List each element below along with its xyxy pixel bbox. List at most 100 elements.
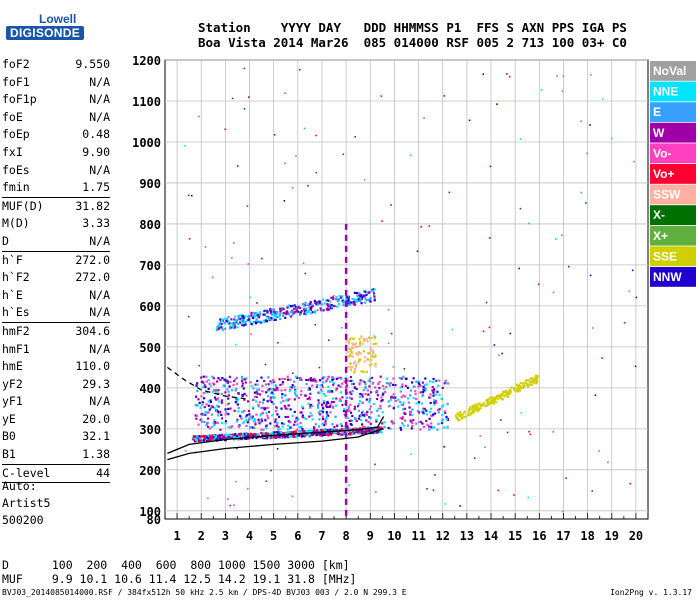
noise-point [207, 497, 209, 500]
echo-point [431, 389, 434, 392]
echo-point [196, 382, 199, 385]
echo-point [225, 378, 228, 381]
echo-point [245, 424, 248, 428]
echo-point [283, 393, 286, 397]
x-tick-label: 9 [367, 529, 374, 543]
echo-point [401, 403, 405, 407]
echo-point [211, 405, 215, 409]
echo-point [374, 355, 377, 358]
echo-point [535, 375, 538, 379]
echo-point [252, 398, 255, 401]
noise-point [633, 160, 635, 163]
echo-point [227, 437, 230, 440]
echo-point [332, 383, 335, 386]
echo-point [388, 384, 391, 387]
param-name: hmF2 [2, 323, 30, 338]
echo-point [358, 344, 362, 347]
echo-point [438, 393, 441, 396]
noise-point [537, 283, 540, 286]
echo-point [437, 422, 440, 426]
echo-point [217, 397, 220, 400]
noise-point [403, 368, 406, 370]
echo-point [215, 421, 218, 424]
echo-point [369, 296, 372, 300]
echo-point [362, 414, 366, 417]
echo-point [217, 377, 220, 380]
echo-point [219, 428, 222, 431]
param-name: M(D) [2, 216, 30, 231]
noise-point [204, 246, 207, 248]
echo-point [288, 434, 291, 438]
echo-point [376, 409, 379, 413]
echo-point [221, 435, 224, 438]
echo-point [229, 407, 232, 410]
echo-point [476, 405, 479, 408]
echo-point [428, 428, 431, 431]
echo-point [400, 377, 403, 380]
echo-point [194, 435, 197, 438]
param-row: foE N/A [2, 109, 110, 127]
echo-point [288, 431, 291, 434]
param-name: MUF(D) [2, 198, 44, 213]
echo-point [378, 430, 381, 433]
plot-frame [164, 59, 649, 520]
echo-point [216, 325, 219, 329]
echo-point [259, 311, 262, 314]
echo-point [295, 376, 299, 379]
param-row: foEp 0.48 [2, 126, 110, 144]
echo-point [352, 302, 355, 305]
echo-point [341, 382, 344, 385]
echo-point [358, 383, 361, 386]
echo-point [364, 392, 367, 396]
echo-point [340, 433, 343, 436]
echo-point [274, 388, 277, 391]
echo-point [306, 397, 309, 401]
echo-point [301, 414, 304, 417]
muf-muf-values: 9.9 10.1 10.6 11.4 12.5 14.2 19.1 31.8 [… [38, 572, 357, 586]
echo-point [250, 426, 253, 429]
echo-point [387, 382, 390, 385]
echo-point [333, 425, 336, 429]
echo-point [297, 305, 301, 308]
echo-point [262, 313, 265, 316]
echo-point [399, 386, 403, 389]
echo-point [311, 384, 314, 387]
echo-point [318, 413, 321, 416]
muf-muf-label: MUF [2, 572, 23, 586]
echo-point [219, 410, 222, 414]
echo-point [455, 415, 458, 418]
echo-point [289, 378, 292, 381]
noise-point [500, 419, 502, 421]
echo-point [234, 389, 237, 392]
echo-point [202, 413, 205, 416]
echo-point [245, 414, 249, 417]
echo-point [441, 386, 444, 390]
echo-point [324, 430, 328, 433]
echo-point [304, 304, 307, 307]
echo-point [358, 414, 361, 418]
param-row: fmin 1.75 [2, 179, 110, 198]
echo-point [318, 418, 321, 421]
echo-point [266, 414, 269, 417]
echo-point [310, 303, 313, 306]
echo-point [229, 380, 232, 384]
echo-point [227, 315, 230, 319]
echo-point [331, 378, 334, 381]
echo-point [360, 419, 363, 422]
echo-point [323, 433, 326, 437]
noise-point [307, 185, 309, 187]
echo-point [339, 399, 343, 403]
echo-point [358, 400, 362, 403]
echo-point [246, 433, 249, 436]
echo-point [507, 390, 510, 394]
echo-point [404, 395, 407, 398]
noise-point [381, 220, 383, 222]
echo-point [319, 409, 322, 413]
echo-point [344, 428, 348, 431]
echo-point [276, 431, 279, 434]
noise-point [392, 366, 395, 368]
echo-point [197, 434, 200, 438]
noise-point [482, 73, 485, 75]
echo-point [258, 313, 261, 316]
